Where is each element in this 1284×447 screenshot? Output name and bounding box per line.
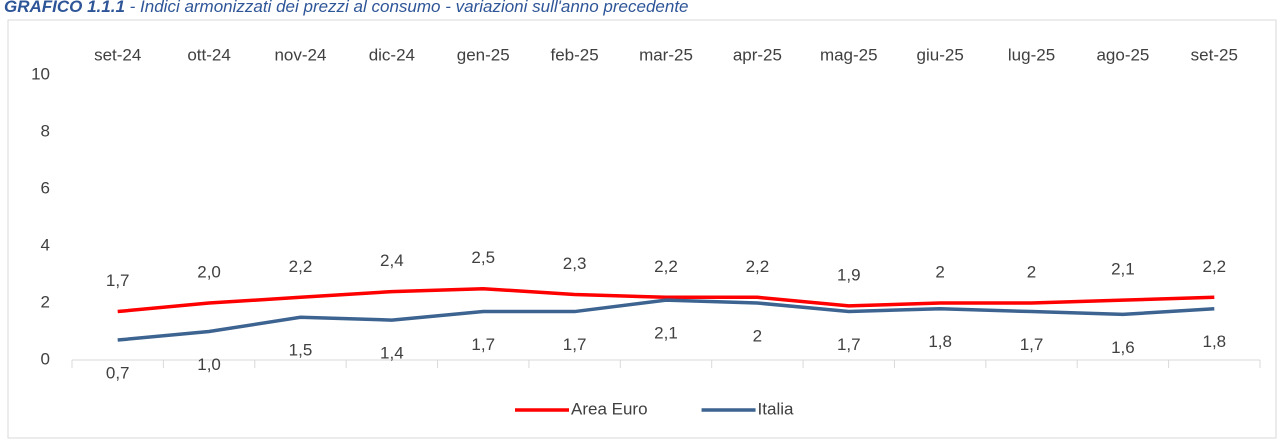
x-tick-label: ago-25 [1096, 45, 1149, 64]
x-tick-label: nov-24 [274, 45, 326, 64]
x-tick-label: apr-25 [733, 45, 782, 64]
series-line [117, 298, 1215, 342]
data-label: 2,0 [197, 262, 221, 281]
data-label: 2 [1027, 262, 1036, 281]
y-tick-label: 0 [41, 349, 50, 368]
data-label: 2,2 [654, 257, 678, 276]
legend-label: Area Euro [571, 399, 648, 418]
x-tick-label: giu-25 [917, 45, 964, 64]
data-label: 2,3 [563, 254, 587, 273]
data-label: 2 [935, 262, 944, 281]
data-label: 2,2 [1202, 257, 1226, 276]
x-tick-label: lug-25 [1008, 45, 1055, 64]
chart-title-line: GRAFICO 1.1.1 - Indici armonizzati dei p… [4, 0, 689, 16]
chart-title: GRAFICO 1.1.1 [4, 0, 125, 16]
data-label: 2,2 [289, 257, 313, 276]
chart-subtitle: - Indici armonizzati dei prezzi al consu… [125, 0, 689, 16]
x-tick-label: feb-25 [551, 45, 599, 64]
data-label: 1,6 [1111, 338, 1135, 357]
x-tick-label: dic-24 [369, 45, 415, 64]
y-tick-label: 10 [31, 64, 50, 83]
y-tick-label: 2 [41, 292, 50, 311]
data-label: 1,7 [563, 335, 587, 354]
data-label: 2,2 [746, 257, 770, 276]
data-label: 2 [753, 326, 762, 345]
x-tick-label: mar-25 [639, 45, 693, 64]
x-tick-label: gen-25 [457, 45, 510, 64]
data-label: 1,7 [1020, 335, 1044, 354]
data-label: 2,5 [471, 248, 495, 267]
data-label: 1,7 [106, 271, 130, 290]
data-label: 0,7 [106, 364, 130, 383]
data-label: 1,5 [289, 341, 313, 360]
data-label: 2,4 [380, 251, 404, 270]
data-label: 1,8 [928, 332, 952, 351]
x-tick-label: ott-24 [187, 45, 230, 64]
legend-label: Italia [758, 399, 794, 418]
data-label: 1,0 [197, 355, 221, 374]
data-label: 1,7 [471, 335, 495, 354]
series-line [117, 286, 1215, 314]
data-label: 1,7 [837, 335, 861, 354]
x-tick-label: set-24 [94, 45, 141, 64]
y-tick-label: 4 [41, 235, 50, 254]
x-tick-label: mag-25 [820, 45, 878, 64]
data-label: 1,4 [380, 344, 404, 363]
data-label: 2,1 [1111, 260, 1135, 279]
y-tick-label: 8 [41, 121, 50, 140]
y-tick-label: 6 [41, 178, 50, 197]
chart-border [7, 19, 1277, 439]
data-label: 1,8 [1202, 332, 1226, 351]
data-label: 1,9 [837, 265, 861, 284]
data-label: 2,1 [654, 324, 678, 343]
x-tick-label: set-25 [1191, 45, 1238, 64]
